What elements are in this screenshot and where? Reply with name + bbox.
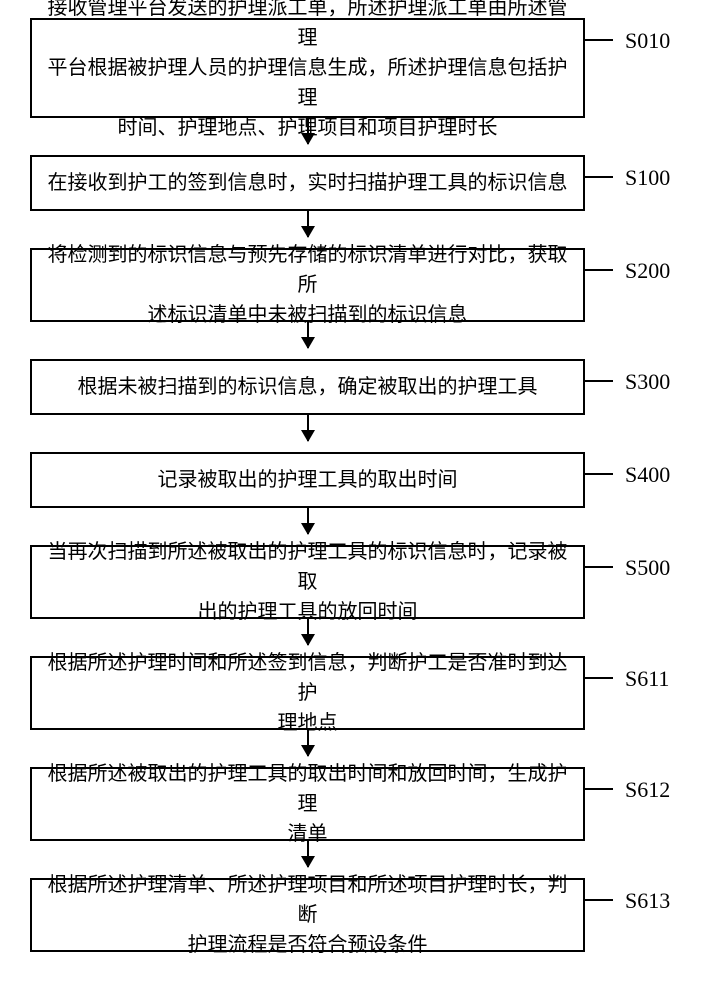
flow-step-text: 记录被取出的护理工具的取出时间 xyxy=(158,465,458,495)
flow-step-text: 将检测到的标识信息与预先存储的标识清单进行对比，获取所 述标识清单中未被扫描到的… xyxy=(44,240,571,330)
flow-arrow-5 xyxy=(307,619,309,645)
flow-step-label-S300: S300 xyxy=(625,369,670,395)
flow-arrow-7 xyxy=(307,841,309,867)
flow-step-S300: 根据未被扫描到的标识信息，确定被取出的护理工具 xyxy=(30,359,585,415)
label-connector xyxy=(585,176,613,178)
flow-arrow-2 xyxy=(307,322,309,348)
flow-step-text: 根据所述护理清单、所述护理项目和所述项目护理时长，判断 护理流程是否符合预设条件 xyxy=(44,870,571,960)
flow-step-label-S500: S500 xyxy=(625,555,670,581)
label-connector xyxy=(585,677,613,679)
flow-step-label-S612: S612 xyxy=(625,777,670,803)
flowchart-canvas: 接收管理平台发送的护理派工单，所述护理派工单由所述管理 平台根据被护理人员的护理… xyxy=(0,0,710,1000)
flow-arrow-3 xyxy=(307,415,309,441)
flow-arrow-0 xyxy=(307,118,309,144)
label-connector xyxy=(585,473,613,475)
flow-step-text: 在接收到护工的签到信息时，实时扫描护理工具的标识信息 xyxy=(48,168,568,198)
flow-step-text: 当再次扫描到所述被取出的护理工具的标识信息时，记录被取 出的护理工具的放回时间 xyxy=(44,537,571,627)
flow-arrow-1 xyxy=(307,211,309,237)
flow-step-S200: 将检测到的标识信息与预先存储的标识清单进行对比，获取所 述标识清单中未被扫描到的… xyxy=(30,248,585,322)
flow-step-label-S611: S611 xyxy=(625,666,669,692)
flow-step-S612: 根据所述被取出的护理工具的取出时间和放回时间，生成护理 清单 xyxy=(30,767,585,841)
flow-arrow-4 xyxy=(307,508,309,534)
flow-step-label-S100: S100 xyxy=(625,165,670,191)
flow-step-label-S010: S010 xyxy=(625,28,670,54)
label-connector xyxy=(585,269,613,271)
flow-step-S611: 根据所述护理时间和所述签到信息，判断护工是否准时到达护 理地点 xyxy=(30,656,585,730)
label-connector xyxy=(585,566,613,568)
label-connector xyxy=(585,39,613,41)
flow-step-S613: 根据所述护理清单、所述护理项目和所述项目护理时长，判断 护理流程是否符合预设条件 xyxy=(30,878,585,952)
label-connector xyxy=(585,899,613,901)
flow-step-S500: 当再次扫描到所述被取出的护理工具的标识信息时，记录被取 出的护理工具的放回时间 xyxy=(30,545,585,619)
flow-step-label-S200: S200 xyxy=(625,258,670,284)
flow-step-text: 根据未被扫描到的标识信息，确定被取出的护理工具 xyxy=(78,372,538,402)
flow-step-label-S400: S400 xyxy=(625,462,670,488)
flow-step-text: 根据所述护理时间和所述签到信息，判断护工是否准时到达护 理地点 xyxy=(44,648,571,738)
flow-step-S400: 记录被取出的护理工具的取出时间 xyxy=(30,452,585,508)
flow-step-S100: 在接收到护工的签到信息时，实时扫描护理工具的标识信息 xyxy=(30,155,585,211)
flow-arrow-6 xyxy=(307,730,309,756)
label-connector xyxy=(585,380,613,382)
flow-step-text: 根据所述被取出的护理工具的取出时间和放回时间，生成护理 清单 xyxy=(44,759,571,849)
label-connector xyxy=(585,788,613,790)
flow-step-S010: 接收管理平台发送的护理派工单，所述护理派工单由所述管理 平台根据被护理人员的护理… xyxy=(30,18,585,118)
flow-step-label-S613: S613 xyxy=(625,888,670,914)
